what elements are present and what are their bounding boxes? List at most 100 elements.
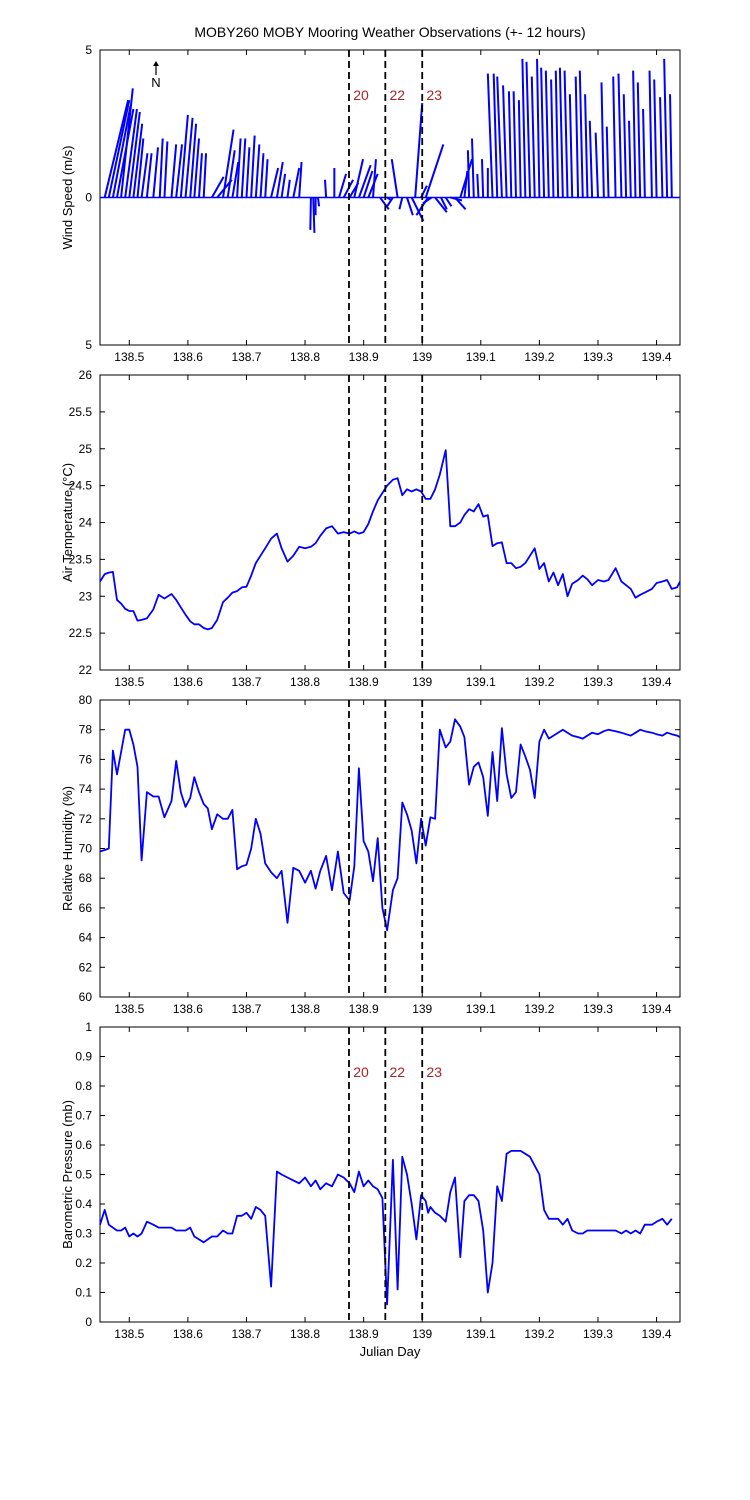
wind-stick <box>298 162 303 198</box>
wind-stick <box>275 161 284 198</box>
wind-stick <box>323 179 328 198</box>
wind-stick <box>338 173 348 198</box>
x-tick-label: 139.4 <box>642 350 672 364</box>
wind-stick <box>128 111 141 198</box>
wind-stick <box>414 103 424 198</box>
wind-stick <box>309 197 312 230</box>
wind-stick <box>424 144 445 198</box>
wind-stick <box>617 73 623 198</box>
wind-stick <box>240 138 247 198</box>
barometric-pressure-panel: 138.5 138.6 138.7 138.8 138.9 139 139.1 139.2 13… <box>60 1020 681 1359</box>
wind-stick <box>544 70 550 198</box>
x-tick-label: 139.3 <box>583 675 613 689</box>
wind-stick <box>440 197 448 210</box>
axes-frame <box>99 374 681 671</box>
wind-stick <box>454 196 467 210</box>
event-marker-label: 22 <box>390 87 406 103</box>
wind-stick <box>107 99 131 198</box>
x-tick-label: 138.5 <box>114 675 144 689</box>
y-tick-label: 26 <box>79 368 93 382</box>
x-tick-label: 139.1 <box>466 675 496 689</box>
north-arrow-head-icon <box>153 61 159 66</box>
wind-stick <box>236 138 242 198</box>
y-tick-label: 24.5 <box>69 479 93 493</box>
y-tick-label: 0.8 <box>75 1079 92 1093</box>
wind-stick <box>486 73 494 198</box>
y-axis-label: Relative Humidity (%) <box>60 786 75 911</box>
wind-stick <box>600 82 605 198</box>
x-tick-label: 138.8 <box>290 350 320 364</box>
y-tick-label: 74 <box>79 782 93 796</box>
y-tick-label: 0.2 <box>75 1256 92 1270</box>
y-tick-label: 25 <box>79 442 93 456</box>
wind-stick <box>512 91 517 198</box>
wind-stick <box>636 82 642 198</box>
wind-stick <box>175 144 184 198</box>
wind-stick <box>163 141 169 198</box>
x-tick-label: 138.7 <box>231 1002 261 1016</box>
wind-stick <box>525 61 532 198</box>
wind-stick <box>648 70 653 198</box>
series-line <box>99 449 681 631</box>
y-tick-label: 80 <box>79 693 93 707</box>
wind-stick <box>434 196 448 213</box>
x-axis-label: Julian Day <box>360 1344 421 1359</box>
y-tick-label: 23 <box>79 589 93 603</box>
wind-stick <box>517 100 522 198</box>
y-tick-label: 64 <box>79 931 93 945</box>
wind-stick <box>259 153 265 198</box>
wind-stick <box>372 159 377 198</box>
wind-stick <box>362 170 374 198</box>
x-tick-label: 138.9 <box>349 350 379 364</box>
y-tick-label: 0.5 <box>75 1168 92 1182</box>
x-tick-label: 139.4 <box>642 675 672 689</box>
x-tick-label: 138.6 <box>173 1327 203 1341</box>
wind-stick <box>202 153 208 198</box>
wind-stick <box>471 138 475 198</box>
wind-stick <box>316 197 321 207</box>
series-line <box>99 718 681 932</box>
wind-stick <box>280 173 287 198</box>
y-axis-label: Wind Speed (m/s) <box>60 145 75 249</box>
relative-humidity-panel: 138.5 138.6 138.7 138.8 138.9 139 139.1 139.2 13… <box>60 693 681 1016</box>
y-axis-label: Barometric Pressure (mb) <box>60 1100 75 1249</box>
x-tick-label: 138.7 <box>231 1327 261 1341</box>
wind-stick <box>521 58 527 198</box>
wind-stick <box>250 135 256 198</box>
figure-title: MOBY260 MOBY Mooring Weather Observation… <box>194 24 586 40</box>
x-tick-label: 138.7 <box>231 675 261 689</box>
wind-stick <box>179 114 189 198</box>
wind-stick <box>554 70 560 198</box>
x-tick-label: 139.3 <box>583 1002 613 1016</box>
wind-stick <box>669 94 673 198</box>
event-marker-label: 22 <box>390 1064 406 1080</box>
y-tick-label: 1 <box>85 1020 92 1034</box>
x-tick-label: 139 <box>412 1002 432 1016</box>
wind-panel: 138.5 138.6 138.7 138.8 138.9 139 139.1 139.2 13… <box>60 43 681 364</box>
wind-stick <box>152 147 159 198</box>
y-tick-label: 76 <box>79 752 93 766</box>
wind-stick <box>145 153 153 198</box>
y-tick-label: 24 <box>79 516 93 530</box>
y-tick-label: 0.6 <box>75 1138 92 1152</box>
y-tick-label: 0.9 <box>75 1050 92 1064</box>
y-tick-label: 25.5 <box>69 405 93 419</box>
series-line <box>99 1150 673 1306</box>
x-tick-label: 138.9 <box>349 1327 379 1341</box>
wind-stick <box>358 164 372 198</box>
x-tick-label: 138.5 <box>114 1002 144 1016</box>
wind-stick <box>584 94 589 198</box>
wind-stick <box>594 132 599 198</box>
x-tick-label: 138.6 <box>173 1002 203 1016</box>
wind-stick <box>480 159 485 198</box>
x-tick-label: 139 <box>412 1327 432 1341</box>
wind-stick <box>550 79 555 198</box>
x-tick-label: 139.2 <box>524 1002 554 1016</box>
wind-stick <box>379 196 390 210</box>
wind-stick <box>530 76 536 198</box>
wind-stick <box>612 76 617 198</box>
wind-stick <box>578 70 584 198</box>
x-tick-label: 138.5 <box>114 1327 144 1341</box>
wind-stick <box>286 179 291 198</box>
